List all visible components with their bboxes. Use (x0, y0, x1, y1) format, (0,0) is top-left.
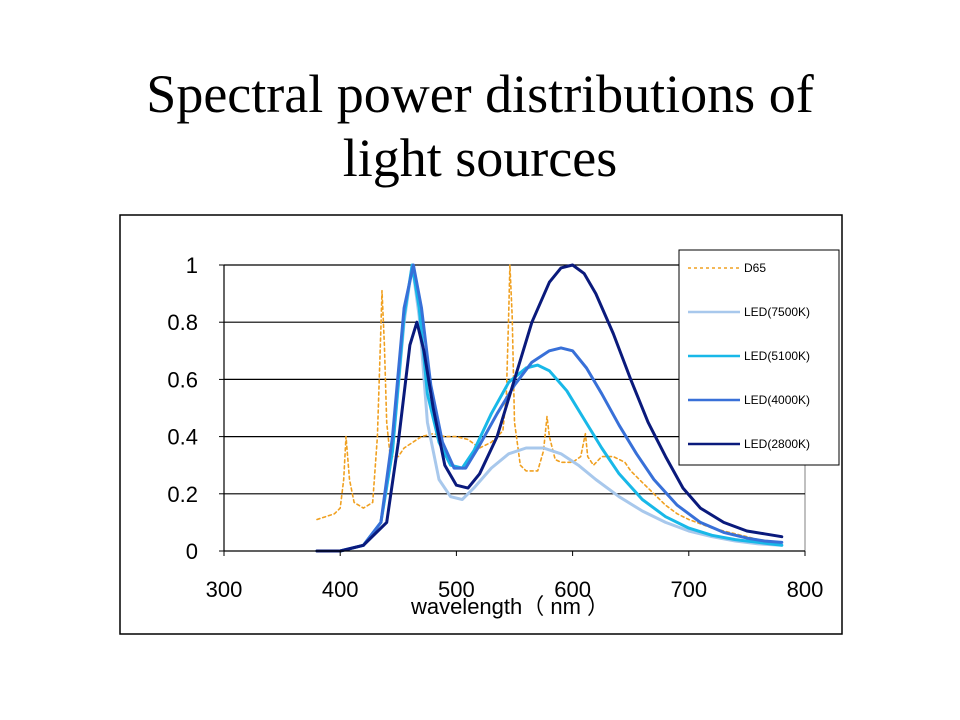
series-layer (315, 263, 784, 553)
x-axis-label: wavelength（ nm ） (410, 594, 609, 619)
y-tick-label-0: 0 (186, 539, 198, 564)
x-tick-label-0: 300 (206, 577, 243, 602)
x-tick-label-4: 700 (670, 577, 707, 602)
series-line-led-4000k (315, 263, 784, 553)
slide-title: Spectral power distributions of light so… (40, 62, 920, 190)
x-tick-label-3: 600 (554, 577, 591, 602)
y-tick-label-4: 0.8 (167, 310, 198, 335)
x-tick-label-2: 500 (438, 577, 475, 602)
legend-label-d65: D65 (744, 261, 766, 275)
x-tick-label-1: 400 (322, 577, 359, 602)
series-line-led-2800k (315, 263, 784, 553)
y-tick-label-5: 1 (186, 253, 198, 278)
slide-title-line-2: light sources (342, 128, 618, 188)
legend-label-led-5100k: LED(5100K) (744, 349, 810, 363)
y-tick-label-2: 0.4 (167, 425, 198, 450)
legend-label-led-2800k: LED(2800K) (744, 437, 810, 451)
legend-box (678, 249, 840, 466)
legend-label-led-7500k: LED(7500K) (744, 305, 810, 319)
y-tick-label-1: 0.2 (167, 482, 198, 507)
slide-title-line-1: Spectral power distributions of (146, 64, 814, 124)
series-line-d65 (316, 264, 783, 544)
x-tick-label-5: 800 (787, 577, 824, 602)
axis-layer (219, 264, 806, 556)
legend-label-led-4000k: LED(4000K) (744, 393, 810, 407)
legend: D65 LED(7500K) LED(5100K) LED(4000K) LED(280… (678, 249, 840, 466)
tick-labels: 0 0.2 0.4 0.6 0.8 1 300 400 500 600 700 800 (167, 253, 823, 602)
y-tick-label-3: 0.6 (167, 367, 198, 392)
